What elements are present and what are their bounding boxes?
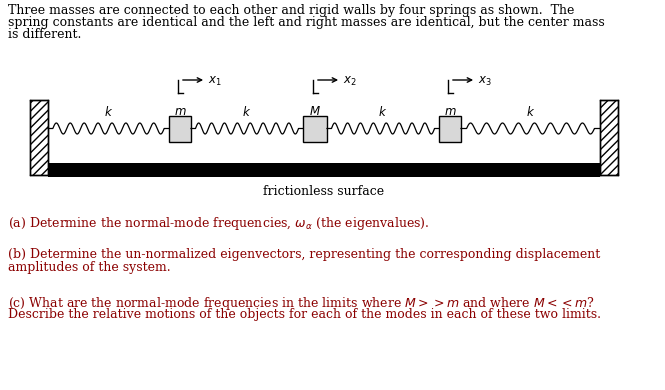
- Text: $x_3$: $x_3$: [478, 74, 492, 87]
- Text: $M$: $M$: [309, 105, 321, 118]
- Text: Three masses are connected to each other and rigid walls by four springs as show: Three masses are connected to each other…: [8, 4, 575, 17]
- Bar: [30, 100, 48, 175]
- Text: frictionless surface: frictionless surface: [263, 185, 384, 198]
- Text: spring constants are identical and the left and right masses are identical, but : spring constants are identical and the l…: [8, 16, 604, 29]
- Text: $m$: $m$: [444, 105, 456, 118]
- Text: $x_2$: $x_2$: [343, 74, 356, 87]
- Text: (c) What are the normal-mode frequencies in the limits where $M >> m$ and where : (c) What are the normal-mode frequencies…: [8, 295, 595, 312]
- Text: $k$: $k$: [104, 105, 113, 119]
- Text: is different.: is different.: [8, 28, 81, 41]
- Text: $k$: $k$: [526, 105, 535, 119]
- Text: $k$: $k$: [243, 105, 251, 119]
- Text: $m$: $m$: [174, 105, 186, 118]
- Bar: [303, 115, 327, 142]
- Text: $k$: $k$: [378, 105, 388, 119]
- Text: amplitudes of the system.: amplitudes of the system.: [8, 261, 171, 274]
- Bar: [600, 100, 618, 175]
- Text: $x_1$: $x_1$: [208, 74, 221, 87]
- Bar: [169, 115, 191, 142]
- Text: (b) Determine the un-normalized eigenvectors, representing the corresponding dis: (b) Determine the un-normalized eigenvec…: [8, 248, 600, 261]
- Text: (a) Determine the normal-mode frequencies, $\omega_\alpha$ (the eigenvalues).: (a) Determine the normal-mode frequencie…: [8, 215, 430, 232]
- Text: Describe the relative motions of the objects for each of the modes in each of th: Describe the relative motions of the obj…: [8, 308, 601, 321]
- Bar: [439, 115, 461, 142]
- Bar: [48, 163, 600, 177]
